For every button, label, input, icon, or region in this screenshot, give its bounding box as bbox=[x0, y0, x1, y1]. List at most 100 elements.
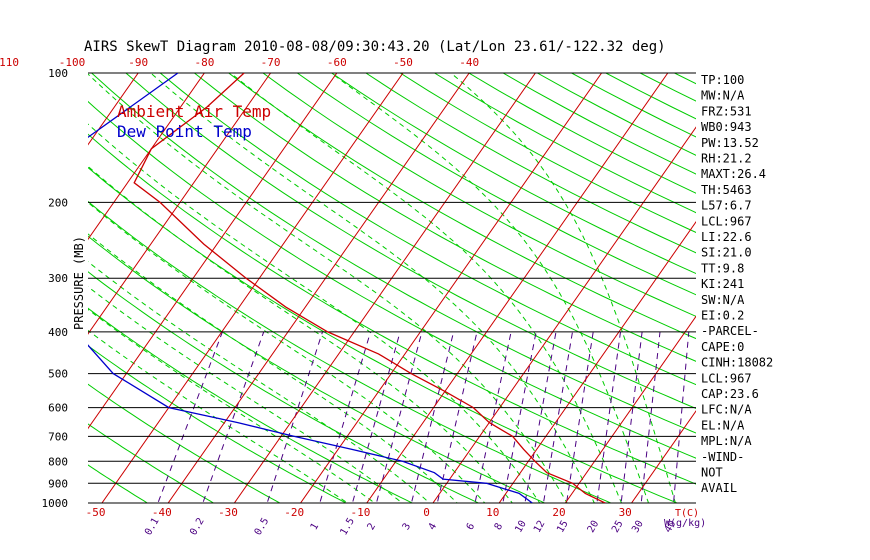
isotherm bbox=[564, 315, 696, 503]
dry-adiabat bbox=[194, 73, 696, 362]
isotherm bbox=[366, 73, 669, 503]
index-item: MAXT:26.4 bbox=[701, 167, 766, 181]
legend-ambient-air-temp: Ambient Air Temp bbox=[117, 102, 271, 121]
dew-point-temp-line bbox=[88, 73, 533, 503]
index-item: SW:N/A bbox=[701, 293, 745, 307]
isotherm bbox=[233, 73, 536, 503]
bottom-temp-tick: -30 bbox=[218, 506, 238, 519]
bottom-temp-tick: 10 bbox=[486, 506, 499, 519]
mixing-ratio-tick: 10 bbox=[513, 519, 529, 535]
index-item: RH:21.2 bbox=[701, 152, 752, 166]
bottom-temp-tick: 30 bbox=[619, 506, 632, 519]
mixing-ratio-tick: 30 bbox=[630, 519, 646, 535]
dry-adiabat bbox=[159, 73, 696, 386]
top-temp-tick: -90 bbox=[128, 56, 148, 69]
dry-adiabat bbox=[365, 73, 696, 254]
moist-adiabat bbox=[149, 73, 595, 503]
isotherm bbox=[101, 73, 404, 503]
top-temp-tick: -80 bbox=[194, 56, 214, 69]
moist-adiabat bbox=[330, 73, 650, 503]
top-temp-tick: -40 bbox=[459, 56, 479, 69]
dry-adiabat bbox=[331, 73, 696, 275]
mixing-ratio-tick: 4 bbox=[427, 521, 440, 532]
dry-adiabat bbox=[125, 73, 696, 410]
pressure-tick-900: 900 bbox=[48, 477, 68, 490]
mixing-ratio-line bbox=[566, 331, 594, 503]
pressure-tick-200: 200 bbox=[48, 196, 68, 209]
mixing-ratio-line bbox=[319, 331, 371, 503]
moist-adiabat bbox=[450, 73, 677, 503]
dry-adiabat bbox=[88, 235, 546, 503]
index-item: CAP:23.6 bbox=[701, 387, 759, 401]
index-item: L57:6.7 bbox=[701, 199, 752, 213]
index-item: MW:N/A bbox=[701, 89, 745, 103]
legend-dew-point-temp: Dew Point Temp bbox=[117, 122, 252, 141]
mixing-ratio-line bbox=[502, 331, 537, 503]
bottom-temp-tick: -20 bbox=[284, 506, 304, 519]
moist-adiabat bbox=[229, 73, 623, 503]
isobars bbox=[88, 72, 696, 504]
pressure-tick-100: 100 bbox=[48, 67, 68, 80]
mixing-ratio-tick: 12 bbox=[532, 519, 548, 535]
mixing-ratio-line bbox=[620, 331, 643, 503]
mixing-ratio-line bbox=[375, 331, 423, 503]
isotherm bbox=[88, 73, 139, 146]
bottom-temp-tick: -40 bbox=[152, 506, 172, 519]
isotherm bbox=[299, 73, 603, 503]
index-item: AVAIL bbox=[701, 481, 737, 495]
mixing-ratio-tick: 6 bbox=[465, 521, 478, 532]
index-item: NOT bbox=[701, 466, 723, 480]
mixing-ratio-tick: 25 bbox=[610, 519, 626, 535]
isotherm bbox=[88, 73, 272, 335]
top-temp-tick: -50 bbox=[393, 56, 413, 69]
index-item: TP:100 bbox=[701, 73, 744, 87]
mixing-ratio-tick: 20 bbox=[586, 519, 602, 535]
bottom-temp-tick: 20 bbox=[552, 506, 565, 519]
mixing-ratio-tick: 15 bbox=[555, 519, 571, 535]
ambient-air-temp-line bbox=[133, 73, 606, 503]
dry-adiabat bbox=[91, 73, 696, 434]
dry-adiabat bbox=[88, 383, 281, 503]
moist-adiabat bbox=[88, 73, 568, 503]
mixing-ratio-tick: 40 bbox=[663, 519, 679, 535]
moist-adiabat bbox=[88, 286, 403, 503]
pressure-tick-500: 500 bbox=[48, 368, 68, 381]
bottom-temperature-labels: -50 -40 -30 -20 -10 0 10 20 30 bbox=[86, 506, 632, 519]
x-axis-label: T(C) bbox=[675, 508, 699, 519]
pressure-tick-700: 700 bbox=[48, 430, 68, 443]
mixing-ratio-line bbox=[673, 331, 690, 503]
moist-adiabat bbox=[88, 165, 513, 503]
index-item: MPL:N/A bbox=[701, 434, 752, 448]
mixing-ratio-axis-label: W(g/kg) bbox=[664, 518, 706, 529]
index-item: LCL:967 bbox=[701, 214, 752, 228]
index-item: EI:0.2 bbox=[701, 309, 744, 323]
index-item: PW:13.52 bbox=[701, 136, 759, 150]
isotherm bbox=[630, 410, 696, 503]
index-item: LFC:N/A bbox=[701, 403, 752, 417]
index-item: -WIND- bbox=[701, 450, 744, 464]
mixing-ratio-line bbox=[266, 331, 323, 503]
isotherm bbox=[88, 73, 338, 430]
mixing-ratio-tick: 8 bbox=[493, 521, 506, 532]
moist-adiabat bbox=[88, 261, 431, 503]
dry-adiabat bbox=[88, 200, 612, 503]
dry-adiabat bbox=[88, 100, 696, 459]
index-item: -PARCEL- bbox=[701, 324, 759, 338]
isotherm bbox=[432, 126, 696, 503]
bottom-temp-tick: 0 bbox=[423, 506, 430, 519]
index-item: FRZ:531 bbox=[701, 104, 752, 118]
dry-adiabat bbox=[88, 307, 414, 503]
mixing-ratio-line bbox=[436, 331, 478, 503]
chart-title: AIRS SkewT Diagram 2010-08-08/09:30:43.2… bbox=[84, 39, 666, 55]
mixing-ratio-line bbox=[542, 331, 573, 503]
mixing-ratio-line bbox=[524, 331, 557, 503]
index-item: SI:21.0 bbox=[701, 246, 752, 260]
mixing-ratio-line bbox=[474, 331, 512, 503]
mixing-ratio-line bbox=[202, 331, 265, 503]
dry-adiabat bbox=[88, 423, 215, 503]
mixing-ratio-line bbox=[596, 331, 621, 503]
index-item: CAPE:0 bbox=[701, 340, 744, 354]
moist-adiabat bbox=[88, 233, 458, 503]
